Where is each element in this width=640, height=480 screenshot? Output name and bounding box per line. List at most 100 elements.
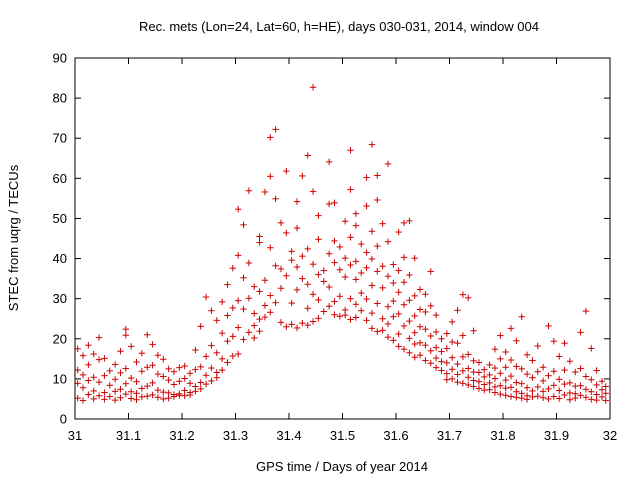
data-point <box>427 347 434 355</box>
data-point <box>309 188 317 195</box>
data-point <box>283 229 290 237</box>
data-point <box>491 364 499 372</box>
data-point <box>422 291 429 298</box>
data-point <box>117 394 124 401</box>
data-point <box>491 346 499 353</box>
data-point <box>90 350 97 358</box>
data-point <box>122 325 130 333</box>
x-tick-label: 31.3 <box>223 428 248 443</box>
data-point <box>363 264 370 271</box>
data-point <box>277 219 285 227</box>
data-point <box>197 323 204 330</box>
data-point <box>218 355 226 363</box>
data-point <box>598 393 606 401</box>
data-point <box>497 355 504 363</box>
data-point <box>229 352 237 360</box>
data-point <box>374 268 381 275</box>
data-point <box>400 346 408 353</box>
chart-title: Rec. mets (Lon=24, Lat=60, h=HE), days 0… <box>139 19 539 34</box>
data-point <box>117 348 124 355</box>
data-point <box>352 222 360 229</box>
data-point <box>154 352 162 359</box>
data-point <box>202 380 210 388</box>
data-point <box>550 382 558 389</box>
data-point <box>341 254 349 262</box>
data-point <box>79 371 87 379</box>
data-point <box>325 283 333 291</box>
data-point <box>465 365 472 372</box>
data-point <box>309 260 317 268</box>
data-point <box>325 200 333 208</box>
data-point <box>539 377 547 385</box>
y-tick-label: 90 <box>53 51 67 66</box>
data-point <box>529 374 536 381</box>
data-point <box>299 319 306 327</box>
data-point <box>186 380 194 387</box>
data-point <box>454 339 461 347</box>
data-point <box>256 315 263 323</box>
data-point <box>411 354 418 361</box>
data-point <box>218 298 226 306</box>
data-point <box>127 395 135 402</box>
data-point <box>475 359 483 366</box>
data-point <box>422 308 429 316</box>
data-point <box>448 318 456 326</box>
y-tick-label: 0 <box>60 412 67 427</box>
data-point <box>486 361 493 369</box>
data-point <box>432 344 440 351</box>
data-point <box>507 325 515 332</box>
data-point <box>277 319 285 326</box>
data-point <box>288 321 295 328</box>
data-point <box>240 305 247 313</box>
data-point <box>245 329 253 336</box>
data-point <box>582 394 590 401</box>
data-point <box>341 311 349 319</box>
data-point <box>572 394 579 402</box>
data-point <box>358 240 365 248</box>
data-point <box>224 337 231 345</box>
data-point <box>251 322 258 329</box>
data-point <box>550 337 558 345</box>
data-point <box>256 233 263 240</box>
data-point <box>331 237 338 245</box>
data-point <box>133 390 140 397</box>
data-point <box>331 199 338 207</box>
data-point <box>101 355 108 362</box>
data-point <box>256 239 263 246</box>
data-point <box>304 245 311 253</box>
data-point <box>448 354 456 361</box>
data-point <box>363 249 370 256</box>
data-point <box>165 376 172 384</box>
data-point <box>368 282 376 289</box>
x-axis-label: GPS time / Days of year 2014 <box>256 459 428 474</box>
data-point <box>368 228 376 235</box>
data-point <box>95 378 103 386</box>
data-point <box>443 370 451 377</box>
data-point <box>448 338 456 346</box>
data-point <box>293 286 301 294</box>
data-point <box>395 343 402 350</box>
data-point <box>572 368 579 376</box>
data-point <box>261 302 269 309</box>
data-point <box>160 373 167 380</box>
data-point <box>267 309 274 316</box>
data-point <box>186 370 194 377</box>
y-tick-label: 70 <box>53 131 67 146</box>
data-point <box>379 284 386 292</box>
data-point <box>539 364 547 371</box>
data-point <box>448 375 456 383</box>
data-point <box>90 374 97 381</box>
data-point <box>432 328 440 336</box>
data-point <box>454 360 461 368</box>
data-point <box>470 327 477 334</box>
data-point <box>234 252 242 259</box>
data-point <box>197 379 204 386</box>
data-point <box>261 188 269 196</box>
data-point <box>598 386 606 393</box>
data-point <box>443 359 451 367</box>
data-point <box>208 342 215 349</box>
data-point <box>406 297 413 304</box>
data-point <box>411 329 418 336</box>
data-point <box>95 392 103 399</box>
